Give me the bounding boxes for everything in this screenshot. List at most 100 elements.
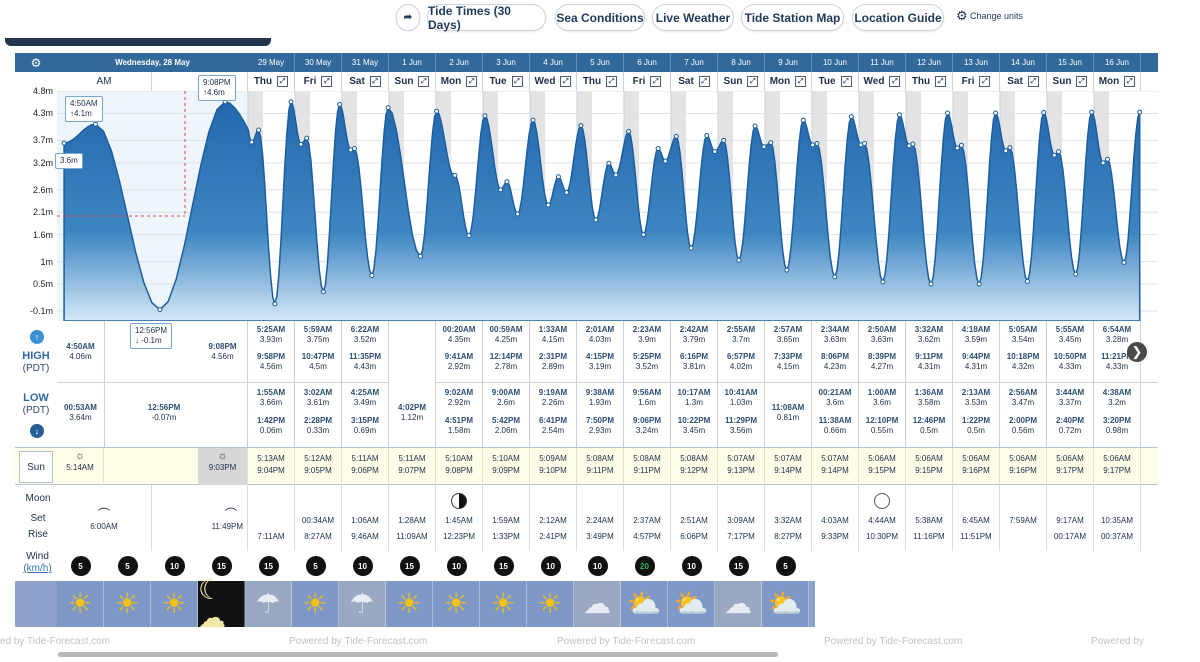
- tide-extremum-point: [304, 135, 310, 141]
- expand-icon[interactable]: ⤢: [277, 76, 289, 87]
- weekday-cell[interactable]: Tue ⤢: [812, 72, 859, 91]
- sun-icon: ☀: [161, 588, 187, 619]
- rain-cloud-icon: ☂: [349, 588, 375, 619]
- expand-icon[interactable]: ⤢: [840, 76, 852, 87]
- am-label: AM: [57, 72, 152, 91]
- high-tide-cell: 6:57PM 4.02m: [718, 352, 764, 372]
- sun-times-cell: 5:06AM 9:17PM: [1047, 448, 1094, 486]
- tide-extremum-point: [640, 232, 646, 238]
- sun-times-cell: 5:06AM 9:17PM: [1094, 448, 1141, 486]
- sun-icon: ☀: [537, 588, 563, 619]
- weekday-cell[interactable]: Thu ⤢: [906, 72, 953, 91]
- expand-icon[interactable]: ⤢: [698, 76, 710, 87]
- expand-icon[interactable]: ⤢: [418, 76, 430, 87]
- scroll-up-icon[interactable]: ↑: [30, 330, 44, 344]
- high-tide-height: 3.52m: [635, 362, 659, 371]
- moonrise-time: 8:27PM: [774, 532, 802, 541]
- moon-rise-today: ⌒ 11:49PM: [152, 485, 248, 551]
- wind-cell: 5: [104, 551, 151, 581]
- weekday-cell[interactable]: Sat ⤢: [671, 72, 718, 91]
- low-tide-height: 2.06m: [494, 426, 518, 435]
- wind-unit-link[interactable]: (km/h): [23, 563, 52, 574]
- weekday-cell[interactable]: Mon ⤢: [436, 72, 483, 91]
- wind-speed: 10: [170, 561, 179, 571]
- expand-icon[interactable]: ⤢: [511, 76, 523, 87]
- expand-icon[interactable]: ⤢: [795, 76, 807, 87]
- moonset-time: 4:03AM: [821, 516, 849, 525]
- scroll-down-icon[interactable]: ↓: [30, 424, 44, 438]
- tide-station-map-button[interactable]: Tide Station Map: [741, 4, 844, 31]
- wind-arrow-icon: 15: [399, 556, 420, 576]
- weekday-cell[interactable]: Wed ⤢: [530, 72, 577, 91]
- weekday-cell[interactable]: Sun ⤢: [718, 72, 765, 91]
- change-units-link[interactable]: Change units: [970, 11, 1024, 21]
- expand-icon[interactable]: ⤢: [1076, 76, 1088, 87]
- y-tick-label: 3.2m: [32, 157, 53, 168]
- expand-icon[interactable]: ⤢: [747, 76, 759, 87]
- tide-extremum-point: [784, 267, 790, 273]
- wind-speed: 5: [78, 561, 83, 571]
- moon-label: Moon: [25, 493, 51, 504]
- weekday-cell[interactable]: Fri ⤢: [295, 72, 342, 91]
- expand-icon[interactable]: ⤢: [321, 76, 333, 87]
- expand-icon[interactable]: ⤢: [979, 76, 991, 87]
- low-tide-cell: 5:42PM 2.06m: [483, 416, 529, 436]
- tide-extremum-point: [555, 174, 561, 180]
- expand-icon[interactable]: ⤢: [935, 76, 947, 87]
- live-weather-button[interactable]: Live Weather: [652, 4, 734, 31]
- expand-icon[interactable]: ⤢: [560, 76, 572, 87]
- settings-gear-icon[interactable]: ⚙: [30, 55, 42, 70]
- weekday-cell[interactable]: Mon ⤢: [1094, 72, 1141, 91]
- horizontal-scrollbar[interactable]: [58, 652, 778, 657]
- sunset-time: 9:12PM: [680, 466, 708, 475]
- weekday-label: Mon: [769, 76, 791, 87]
- weekday-cell[interactable]: Tue ⤢: [483, 72, 530, 91]
- date-header-cell: 13 Jun: [953, 53, 1000, 72]
- weather-cell: ☀: [57, 581, 104, 627]
- wind-speed: 15: [734, 561, 743, 571]
- sunset-time: 9:10PM: [539, 466, 567, 475]
- weekday-cell[interactable]: Sat ⤢: [342, 72, 389, 91]
- expand-icon[interactable]: ⤢: [466, 76, 478, 87]
- gear-icon[interactable]: ⚙: [956, 8, 968, 23]
- weekday-cell[interactable]: Sat ⤢: [1000, 72, 1047, 91]
- high-tide-cell: 6:54AM 3.28m: [1094, 325, 1140, 345]
- sunset-icon: ☼: [217, 450, 228, 462]
- expand-icon[interactable]: ⤢: [889, 76, 901, 87]
- weekday-cell[interactable]: Sun ⤢: [1047, 72, 1094, 91]
- weekday-cell[interactable]: Thu ⤢: [248, 72, 295, 91]
- high-tide-cell: 4:15PM 3.19m: [577, 352, 623, 372]
- weekday-cell[interactable]: Fri ⤢: [953, 72, 1000, 91]
- weekday-cell[interactable]: Thu ⤢: [577, 72, 624, 91]
- moon-times-cell: 4:03AM 9:33PM: [812, 485, 859, 551]
- weekday-cell[interactable]: Mon ⤢: [765, 72, 812, 91]
- tide-column: 2:55AM 3.7m 6:57PM 4.02m 10:41AM 1.03m 11:29PM…: [718, 321, 765, 447]
- weekday-cell[interactable]: Sun ⤢: [389, 72, 436, 91]
- low-tide-time: 9:19AM: [538, 388, 568, 397]
- expand-icon[interactable]: ⤢: [1124, 76, 1136, 87]
- tide-times-button[interactable]: Tide Times (30 Days): [427, 4, 546, 32]
- scroll-right-button[interactable]: ❯: [1127, 342, 1147, 362]
- high-tide-cell: 9:41AM 2.92m: [436, 352, 482, 372]
- weekday-label: Wed: [534, 76, 556, 87]
- high-tide-cell: 9:44PM 4.31m: [953, 352, 999, 372]
- sea-conditions-button[interactable]: Sea Conditions: [555, 4, 645, 31]
- tide-extremum-point: [896, 112, 902, 118]
- expand-icon[interactable]: ⤢: [369, 76, 381, 87]
- expand-icon[interactable]: ⤢: [606, 76, 618, 87]
- high-tide-height: 4.23m: [823, 362, 847, 371]
- low-tz: (PDT): [22, 405, 50, 416]
- high-tide-height: 4.33m: [1058, 362, 1082, 371]
- high-tide-time: 6:57PM: [726, 352, 755, 361]
- weekday-cell[interactable]: Fri ⤢: [624, 72, 671, 91]
- sunset-time: 9:03PM: [208, 463, 237, 472]
- expand-icon[interactable]: ⤢: [650, 76, 662, 87]
- tide-column: 5:55AM 3.45m 10:50PM 4.33m 3:44AM 3.37m 2:40PM…: [1047, 321, 1094, 447]
- expand-icon[interactable]: ⤢: [1027, 76, 1039, 87]
- share-button[interactable]: ➦: [396, 4, 420, 31]
- location-guide-button[interactable]: Location Guide: [852, 4, 944, 31]
- high-tide-height: 4.27m: [870, 362, 894, 371]
- date-header-cell: 14 Jun: [1000, 53, 1047, 72]
- moon-times-cell: 5:38AM 11:16PM: [906, 485, 953, 551]
- weekday-cell[interactable]: Wed ⤢: [859, 72, 906, 91]
